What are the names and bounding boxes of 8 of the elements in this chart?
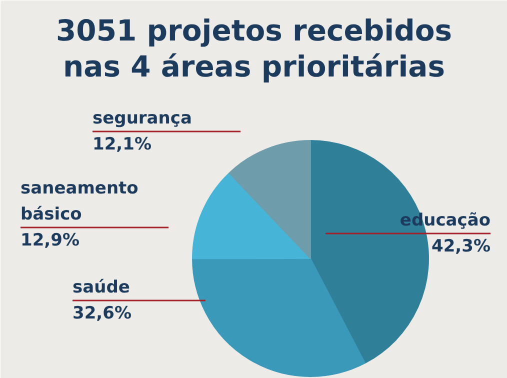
chart-title: 3051 projetos recebidos nas 4 áreas prioritárias xyxy=(56,14,452,84)
data-label: 32,6% xyxy=(72,304,132,324)
data-label: 12,9% xyxy=(20,230,80,250)
slice-label: segurança xyxy=(92,108,192,128)
slice-label: saúde xyxy=(72,278,130,298)
data-label: 12,1% xyxy=(92,134,152,154)
slice-label: saneamento básico xyxy=(20,178,138,224)
data-label: 42,3% xyxy=(432,236,491,256)
